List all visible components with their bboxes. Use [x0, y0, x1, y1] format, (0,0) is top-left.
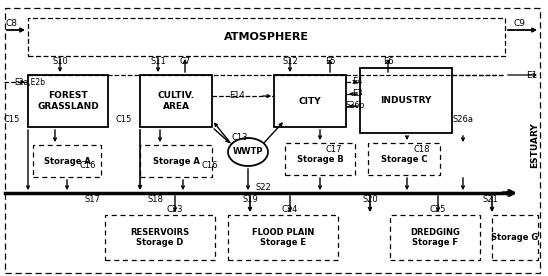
Bar — [33, 145, 101, 177]
Bar — [105, 215, 215, 260]
Text: Storage G: Storage G — [492, 233, 539, 242]
Text: FLOOD PLAIN
Storage E: FLOOD PLAIN Storage E — [252, 228, 314, 247]
Text: C13: C13 — [232, 134, 248, 142]
Text: C23: C23 — [167, 206, 183, 214]
Text: S22: S22 — [255, 184, 271, 192]
Bar — [285, 143, 355, 175]
Bar — [274, 75, 346, 127]
Text: E1: E1 — [526, 70, 538, 79]
Text: E3: E3 — [352, 89, 362, 99]
Text: ATMOSPHERE: ATMOSPHERE — [224, 32, 309, 42]
Text: S18: S18 — [147, 195, 163, 205]
Text: E6: E6 — [383, 57, 393, 67]
Text: S19: S19 — [242, 195, 258, 205]
Text: S20: S20 — [362, 195, 378, 205]
Text: Storage B: Storage B — [296, 155, 344, 163]
Text: RESERVOIRS
Storage D: RESERVOIRS Storage D — [130, 228, 190, 247]
Text: C15: C15 — [4, 115, 20, 124]
Text: C15: C15 — [116, 115, 132, 124]
Text: S21: S21 — [482, 195, 498, 205]
Text: C16: C16 — [202, 161, 219, 169]
Text: CULTIV.
AREA: CULTIV. AREA — [157, 91, 195, 111]
Text: E5: E5 — [325, 57, 335, 67]
Bar — [140, 75, 212, 127]
Text: S11: S11 — [150, 57, 166, 67]
Text: S12: S12 — [282, 57, 298, 67]
Text: DREDGING
Storage F: DREDGING Storage F — [410, 228, 460, 247]
Text: INDUSTRY: INDUSTRY — [380, 96, 432, 105]
Text: FOREST
GRASSLAND: FOREST GRASSLAND — [37, 91, 99, 111]
Text: C18: C18 — [413, 145, 430, 155]
Text: WWTP: WWTP — [233, 147, 263, 156]
Bar — [140, 145, 212, 177]
Text: Storage A: Storage A — [152, 156, 199, 166]
Text: S10: S10 — [52, 57, 68, 67]
Text: Storage C: Storage C — [381, 155, 427, 163]
Text: S26b: S26b — [345, 102, 364, 110]
Text: C16: C16 — [80, 161, 96, 169]
Text: C7: C7 — [179, 57, 191, 67]
Text: Storage A: Storage A — [43, 156, 90, 166]
Bar — [28, 75, 108, 127]
Text: C25: C25 — [430, 206, 446, 214]
Text: C9: C9 — [513, 20, 525, 28]
Text: E4: E4 — [352, 78, 362, 86]
Text: E14: E14 — [229, 92, 245, 100]
Bar — [360, 68, 452, 133]
Ellipse shape — [228, 138, 268, 166]
Bar — [28, 18, 505, 56]
Text: S17: S17 — [84, 195, 100, 205]
Text: S26a: S26a — [453, 115, 473, 124]
Bar — [390, 215, 480, 260]
Text: C17: C17 — [326, 145, 342, 155]
Bar — [492, 215, 538, 260]
Text: E2a,E2b: E2a,E2b — [14, 78, 45, 86]
Text: C8: C8 — [6, 20, 18, 28]
Text: ESTUARY: ESTUARY — [530, 122, 539, 168]
Bar — [368, 143, 440, 175]
Bar — [228, 215, 338, 260]
Text: C24: C24 — [282, 206, 298, 214]
Text: CITY: CITY — [299, 97, 321, 105]
